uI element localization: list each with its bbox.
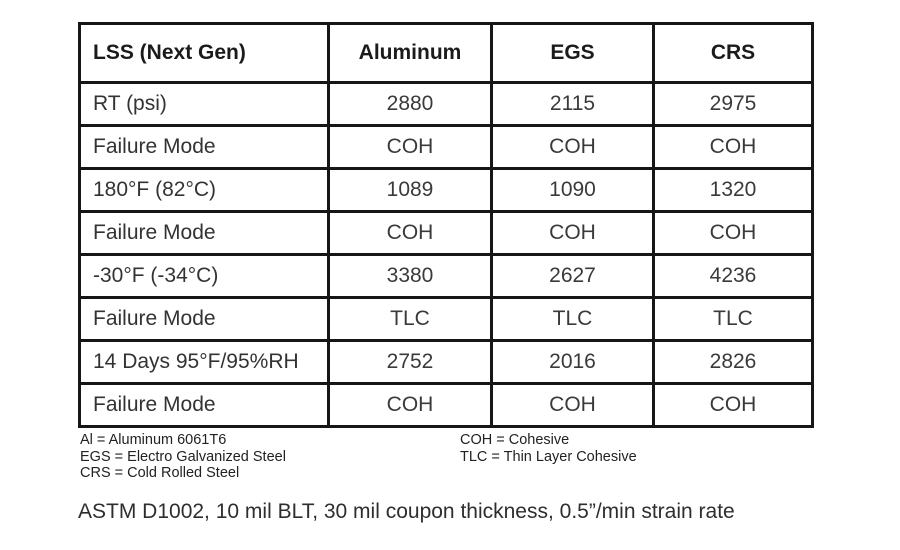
row-label-cell: Failure Mode: [78, 296, 330, 342]
test-conditions-note: ASTM D1002, 10 mil BLT, 30 mil coupon th…: [78, 500, 735, 523]
value-cell: 2016: [490, 339, 655, 385]
row-label-cell: 14 Days 95°F/95%RH: [78, 339, 330, 385]
row-label-cell: 180°F (82°C): [78, 167, 330, 213]
table-row: Failure Mode COH COH COH: [78, 210, 814, 256]
value-cell: TLC: [652, 296, 814, 342]
column-header-cell: Aluminum: [327, 22, 493, 84]
value-cell: 2880: [327, 81, 493, 127]
value-cell: 1089: [327, 167, 493, 213]
legend-line: EGS = Electro Galvanized Steel: [80, 448, 286, 465]
value-cell: COH: [490, 124, 655, 170]
value-cell: 3380: [327, 253, 493, 299]
value-cell: COH: [490, 210, 655, 256]
row-label-cell: Failure Mode: [78, 210, 330, 256]
value-cell: 2115: [490, 81, 655, 127]
table-row: 14 Days 95°F/95%RH 2752 2016 2826: [78, 339, 814, 385]
value-cell: 2752: [327, 339, 493, 385]
table-row: Failure Mode TLC TLC TLC: [78, 296, 814, 342]
value-cell: 2826: [652, 339, 814, 385]
row-label-cell: Failure Mode: [78, 382, 330, 428]
table-row: -30°F (-34°C) 3380 2627 4236: [78, 253, 814, 299]
value-cell: COH: [652, 124, 814, 170]
value-cell: 1320: [652, 167, 814, 213]
value-cell: 4236: [652, 253, 814, 299]
table-body: RT (psi) 2880 2115 2975 Failure Mode COH COH CO…: [78, 81, 814, 428]
legend-line: COH = Cohesive: [460, 432, 570, 448]
legend-line: TLC = Thin Layer Cohesive: [460, 448, 637, 465]
legend: Al = Aluminum 6061T6 EGS = Electro Galvan…: [80, 432, 740, 482]
value-cell: COH: [652, 382, 814, 428]
value-cell: COH: [327, 210, 493, 256]
row-label-cell: Failure Mode: [78, 124, 330, 170]
row-label-cell: -30°F (-34°C): [78, 253, 330, 299]
column-header-cell: EGS: [490, 22, 655, 84]
legend-line: CRS = Cold Rolled Steel: [80, 465, 240, 481]
table-header-row: LSS (Next Gen) Aluminum EGS CRS: [78, 22, 814, 84]
row-label-cell: RT (psi): [78, 81, 330, 127]
value-cell: COH: [652, 210, 814, 256]
table-row: Failure Mode COH COH COH: [78, 124, 814, 170]
legend-failure-modes: COH = Cohesive TLC = Thin Layer Cohesive: [460, 432, 740, 482]
value-cell: COH: [490, 382, 655, 428]
table-title-cell: LSS (Next Gen): [78, 22, 330, 84]
table-row: RT (psi) 2880 2115 2975: [78, 81, 814, 127]
table-row: Failure Mode COH COH COH: [78, 382, 814, 428]
value-cell: 2975: [652, 81, 814, 127]
value-cell: 1090: [490, 167, 655, 213]
value-cell: TLC: [327, 296, 493, 342]
column-header-cell: CRS: [652, 22, 814, 84]
legend-materials: Al = Aluminum 6061T6 EGS = Electro Galvan…: [80, 432, 460, 482]
value-cell: TLC: [490, 296, 655, 342]
lss-results-table: LSS (Next Gen) Aluminum EGS CRS RT (psi) 288…: [78, 22, 814, 428]
value-cell: COH: [327, 124, 493, 170]
value-cell: 2627: [490, 253, 655, 299]
table-row: 180°F (82°C) 1089 1090 1320: [78, 167, 814, 213]
legend-line: Al = Aluminum 6061T6: [80, 432, 227, 448]
value-cell: COH: [327, 382, 493, 428]
